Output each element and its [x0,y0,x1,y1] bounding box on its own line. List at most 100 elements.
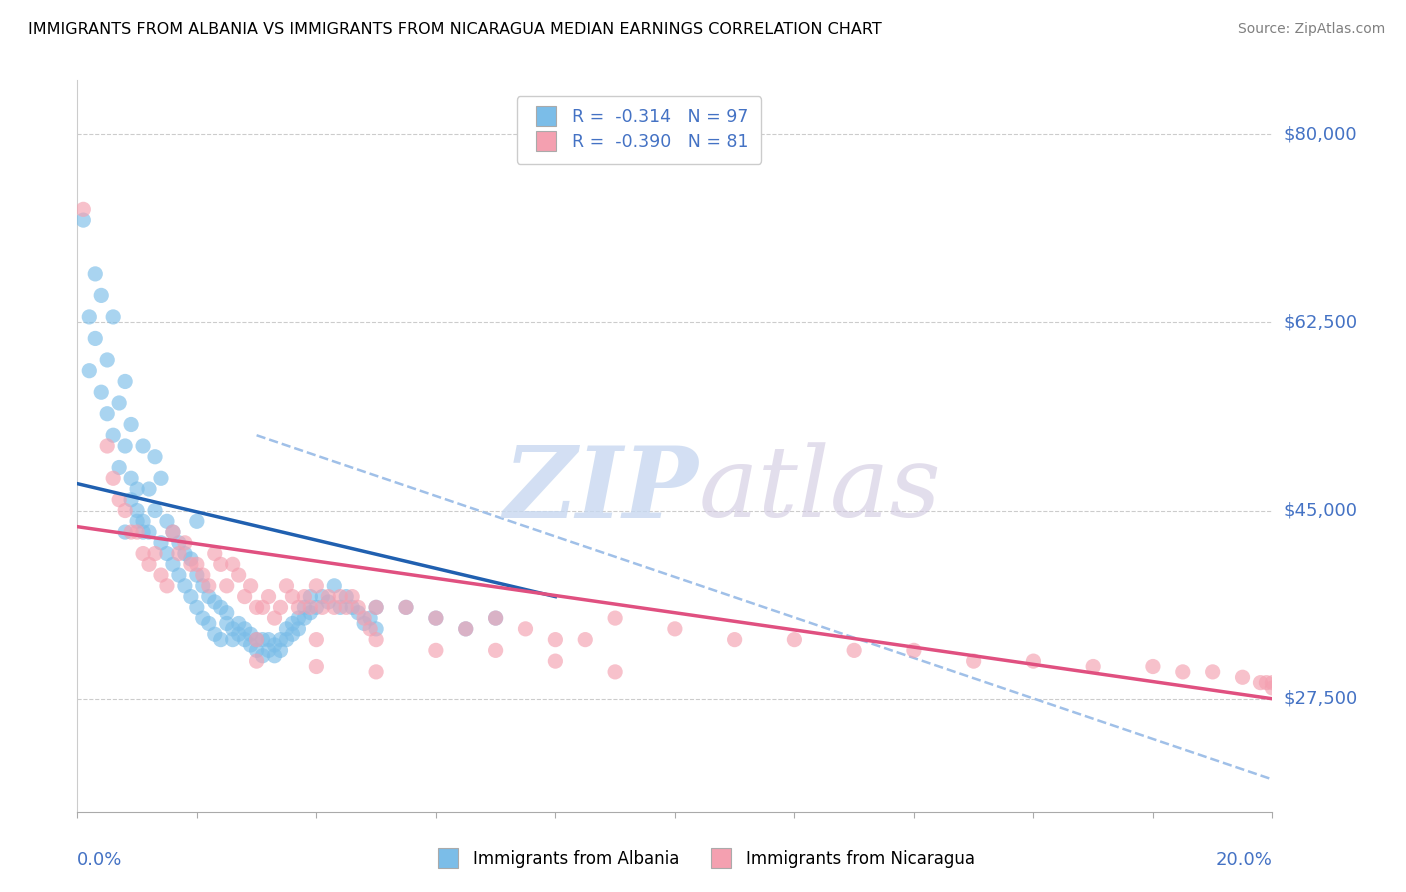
Point [162,524,184,539]
Point [228,627,250,641]
Point [90,385,112,400]
Point [204,627,226,641]
Point [1083,659,1105,673]
Point [515,622,537,636]
Point [323,600,346,615]
Text: 0.0%: 0.0% [77,851,122,869]
Point [174,536,197,550]
Point [395,600,418,615]
Point [257,632,280,647]
Point [252,632,274,647]
Point [239,627,262,641]
Point [90,288,112,302]
Text: $62,500: $62,500 [1284,313,1358,331]
Point [292,600,315,615]
Point [132,547,155,561]
Point [359,611,381,625]
Point [318,590,340,604]
Text: atlas: atlas [699,442,942,538]
Point [222,558,245,572]
Point [342,600,364,615]
Point [150,536,173,550]
Point [257,590,280,604]
Point [204,547,226,561]
Point [127,514,149,528]
Point [132,524,155,539]
Point [281,616,304,631]
Point [132,514,155,528]
Point [263,611,285,625]
Point [197,616,219,631]
Point [186,558,208,572]
Point [335,600,357,615]
Point [72,202,94,217]
Point [311,590,333,604]
Point [108,396,131,410]
Point [96,353,118,368]
Text: $27,500: $27,500 [1284,690,1358,707]
Point [347,600,370,615]
Text: $80,000: $80,000 [1284,125,1357,143]
Point [305,579,328,593]
Point [156,579,179,593]
Point [204,595,226,609]
Point [263,648,285,663]
Point [167,547,190,561]
Point [186,600,208,615]
Point [664,622,686,636]
Point [197,579,219,593]
Point [174,579,197,593]
Point [287,622,309,636]
Point [215,579,238,593]
Point [180,552,202,566]
Point [252,600,274,615]
Point [1261,681,1284,695]
Point [156,547,179,561]
Point [150,471,173,485]
Point [270,600,292,615]
Point [287,611,309,625]
Point [395,600,418,615]
Point [425,611,447,625]
Point [353,616,375,631]
Point [359,622,381,636]
Point [79,310,101,324]
Point [1171,665,1194,679]
Point [485,611,508,625]
Point [127,482,149,496]
Point [127,524,149,539]
Point [180,558,202,572]
Point [425,643,447,657]
Point [347,606,370,620]
Point [209,558,232,572]
Point [1261,675,1284,690]
Point [114,524,136,539]
Point [311,600,333,615]
Point [605,611,627,625]
Point [180,590,202,604]
Point [246,632,269,647]
Point [299,606,322,620]
Point [246,643,269,657]
Point [366,665,388,679]
Point [1022,654,1045,668]
Point [186,514,208,528]
Point [191,579,214,593]
Point [132,439,155,453]
Point [114,503,136,517]
Point [252,648,274,663]
Point [162,558,184,572]
Point [329,590,352,604]
Point [215,616,238,631]
Point [233,632,256,647]
Point [335,590,357,604]
Point [323,579,346,593]
Point [174,547,197,561]
Point [186,568,208,582]
Point [103,428,124,442]
Point [1232,670,1254,684]
Point [1202,665,1225,679]
Point [222,622,245,636]
Point [72,213,94,227]
Point [150,568,173,582]
